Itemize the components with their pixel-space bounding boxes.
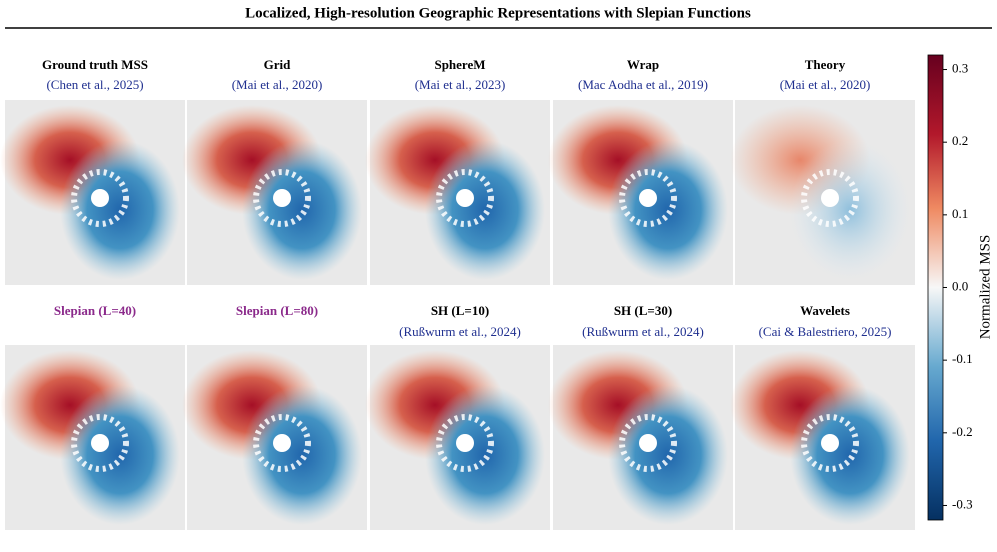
panel-citation: (Mai et al., 2023) xyxy=(415,77,506,92)
panel-title: Wrap xyxy=(627,57,659,72)
colorbar-tick-label: -0.3 xyxy=(952,496,973,511)
map-pole xyxy=(821,189,839,207)
panel-citation: (Rußwurm et al., 2024) xyxy=(399,324,521,339)
panel-title: Slepian (L=40) xyxy=(54,303,136,318)
panel-title: Grid xyxy=(264,57,291,72)
map-pole xyxy=(456,189,474,207)
panel-title: Wavelets xyxy=(800,303,850,318)
map-pole-ring xyxy=(619,414,677,472)
map-pole-ring xyxy=(71,169,129,227)
panel-title: SphereM xyxy=(434,57,485,72)
map-pole-ring xyxy=(436,414,494,472)
map-pole-ring xyxy=(253,169,311,227)
colorbar-tick-label: 0.2 xyxy=(952,133,968,148)
map-pole xyxy=(456,434,474,452)
map-pole xyxy=(273,189,291,207)
panel-title: Slepian (L=80) xyxy=(236,303,318,318)
map-pole xyxy=(639,434,657,452)
figure-title: Localized, High-resolution Geographic Re… xyxy=(245,5,751,21)
panel-citation: (Mai et al., 2020) xyxy=(232,77,323,92)
map-pole-ring xyxy=(619,169,677,227)
map-pole xyxy=(639,189,657,207)
map-pole-ring xyxy=(253,414,311,472)
map-pole-ring xyxy=(801,169,859,227)
panel-citation: (Chen et al., 2025) xyxy=(46,77,143,92)
map-pole xyxy=(273,434,291,452)
colorbar-tick-label: -0.1 xyxy=(952,351,973,366)
colorbar-tick-label: -0.2 xyxy=(952,424,973,439)
colorbar-label: Normalized MSS xyxy=(977,235,993,340)
map-pole xyxy=(91,189,109,207)
panel-citation: (Mai et al., 2020) xyxy=(780,77,871,92)
map-pole-ring xyxy=(436,169,494,227)
colorbar xyxy=(927,54,944,521)
map-pole-ring xyxy=(71,414,129,472)
panel-title: SH (L=10) xyxy=(431,303,489,318)
panel-citation: (Mac Aodha et al., 2019) xyxy=(578,77,708,92)
map-pole-ring xyxy=(801,414,859,472)
colorbar-tick-label: 0.1 xyxy=(952,206,968,221)
colorbar-tick-label: 0.0 xyxy=(952,278,968,293)
panel-citation: (Rußwurm et al., 2024) xyxy=(582,324,704,339)
panel-title: Theory xyxy=(805,57,846,72)
panel-citation: (Cai & Balestriero, 2025) xyxy=(759,324,892,339)
colorbar-tick-label: 0.3 xyxy=(952,61,968,76)
map-pole xyxy=(91,434,109,452)
panel-title: Ground truth MSS xyxy=(42,57,148,72)
panel-title: SH (L=30) xyxy=(614,303,672,318)
map-pole xyxy=(821,434,839,452)
